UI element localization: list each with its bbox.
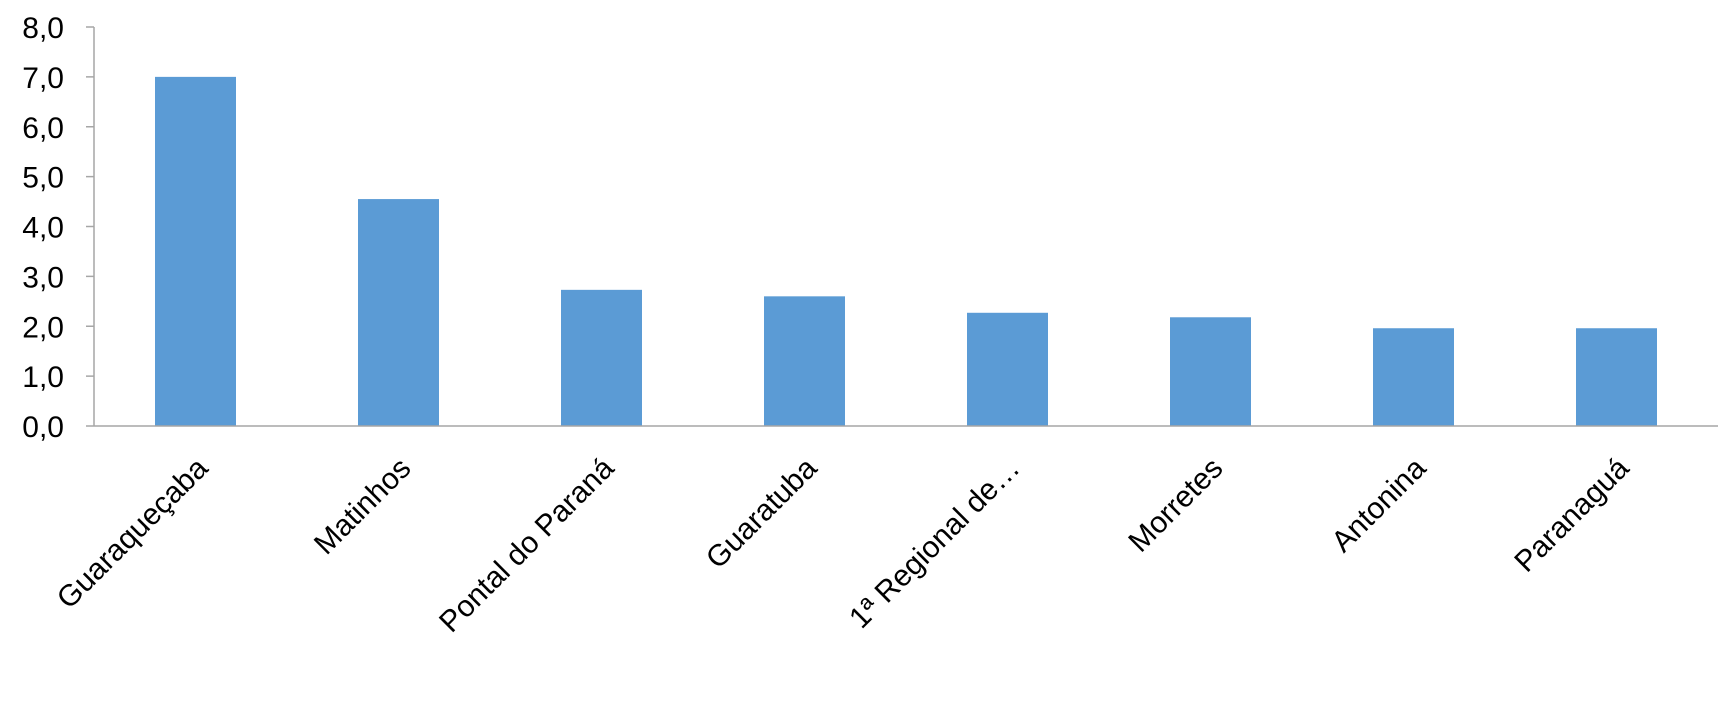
x-category-label: Antonina xyxy=(1325,451,1432,558)
y-tick-label: 3,0 xyxy=(22,261,64,294)
bars xyxy=(155,76,1657,426)
bar xyxy=(1170,317,1251,426)
x-category-label: Morretes xyxy=(1122,452,1229,559)
bar xyxy=(967,312,1048,426)
y-tick-label: 6,0 xyxy=(22,112,64,145)
x-category-label: Matinhos xyxy=(308,452,417,561)
y-tick-label: 5,0 xyxy=(22,162,64,195)
x-axis-labels: Guaraqueçaba Matinhos Pontal do Paraná Guar… xyxy=(51,451,1636,638)
x-category-label: Paranaguá xyxy=(1508,451,1635,578)
bar xyxy=(1373,328,1454,426)
y-tick-label: 7,0 xyxy=(22,62,64,95)
bar xyxy=(561,289,642,426)
bar xyxy=(764,296,845,426)
y-tick-label: 2,0 xyxy=(22,311,64,344)
y-tick-label: 4,0 xyxy=(22,212,64,245)
y-tick-label: 8,0 xyxy=(22,12,64,45)
bar xyxy=(358,199,439,426)
bar xyxy=(1576,328,1657,426)
y-axis-ticks: 0,0 1,0 2,0 3,0 4,0 5,0 6,0 7,0 8,0 xyxy=(22,12,94,444)
y-tick-label: 1,0 xyxy=(22,361,64,394)
y-tick-label: 0,0 xyxy=(22,411,64,444)
x-category-label: 1ª Regional de… xyxy=(843,452,1026,635)
x-category-label: Guaraqueçaba xyxy=(51,451,215,615)
x-category-label: Guaratuba xyxy=(700,451,824,575)
x-category-label: Pontal do Paraná xyxy=(433,451,620,638)
bar xyxy=(155,76,236,426)
